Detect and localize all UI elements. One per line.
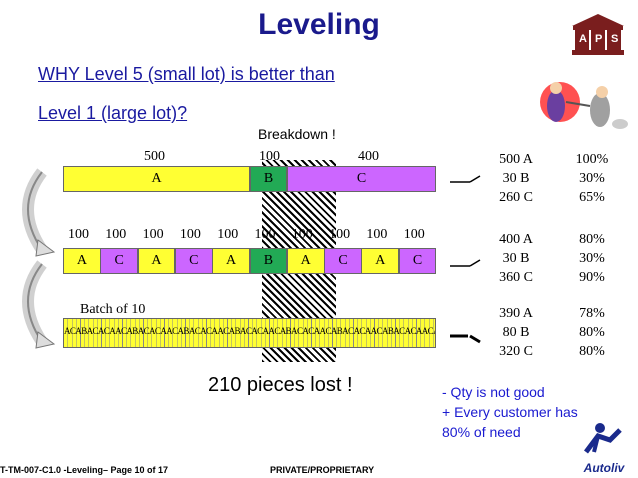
arrow-icon [450,259,481,267]
stat-quantity: 320 C [499,344,533,359]
row2-quantity: 100 [68,227,89,242]
stat-percent: 30% [579,251,605,266]
row2-segment-a: A [361,248,400,274]
stat-quantity: 80 B [502,325,530,340]
slide-title: Leveling [258,8,380,41]
row1-quantity: 400 [358,149,379,164]
stat-quantity: 390 A [499,306,533,321]
row2-segment-c: C [100,248,139,274]
stat-percent: 65% [579,190,605,205]
row2-quantity: 100 [329,227,351,242]
stat-percent: 30% [579,171,605,186]
curved-arrow-icon [22,168,56,257]
arrow-icon [450,175,481,183]
people-illustration [530,72,634,144]
stat-percent: 80% [579,325,605,340]
row1-segment-c: C [287,166,436,192]
stat-percent: 90% [579,270,605,285]
row2-quantity: 100 [366,227,388,242]
row2-quantity: 100 [254,227,276,242]
row2-quantity: 100 [142,227,164,242]
breakdown-label: Breakdown ! [258,126,336,142]
lost-pieces-label: 210 pieces lost ! [208,374,353,396]
stat-percent: 80% [579,232,605,247]
row2-quantity: 100 [291,227,313,242]
curved-arrow-icon [22,260,56,349]
row2-segment-a: A [137,248,176,274]
row2-quantity: 100 [179,227,201,242]
row2-segment-a: A [63,248,101,274]
stat-percent: 78% [579,306,605,321]
aps-logo: A P S [570,12,626,56]
logo-letter: A [579,33,587,45]
arrow-icon [450,334,481,344]
row2-quantity: 100 [403,227,425,242]
note-line: - Qty is not good [442,384,545,400]
logo-letter: S [611,33,619,45]
note-line: + Every customer has [442,404,578,420]
stat-quantity: 260 C [499,190,533,205]
row2-segment-c: C [174,248,213,274]
row2-segment-c: C [324,248,362,274]
stat-quantity: 500 A [499,152,533,167]
question-line-2: Level 1 (large lot)? [38,103,188,123]
stat-quantity: 360 C [499,270,533,285]
autoliv-logo: Autoliv [576,422,632,475]
runner-icon [584,423,622,454]
row2-segment-c: C [398,248,437,274]
row2-segment-a: A [286,248,325,274]
note-line: 80% of need [442,424,521,440]
question-line-1: WHY Level 5 (small lot) is better than [38,64,335,84]
row2-segment-a: A [212,248,250,274]
stat-percent: 80% [579,344,605,359]
logo-letter: P [595,33,603,45]
row1-quantity: 500 [144,149,165,164]
row2-quantity: 100 [217,227,239,242]
stat-quantity: 30 B [502,251,530,266]
row3-sequence: ACABACACAACABACACAACABACACAACABACACAACAB… [64,326,435,336]
building-icon [572,14,624,55]
row3-bar: ACABACACAACABACACAACABACACAACABACACAACAB… [63,318,436,348]
stat-percent: 100% [575,152,609,167]
row2-quantity: 100 [105,227,127,242]
footer-page-info: T-TM-007-C1.0 -Leveling– Page 10 of 17 [0,465,169,475]
footer-confidentiality: PRIVATE/PROPRIETARY [270,465,375,475]
row2-segment-b: B [249,248,288,274]
row1-segment-b: B [250,166,287,192]
row1-quantity: 100 [259,149,280,164]
brand-name: Autoliv [583,461,625,475]
row1-segment-a: A [63,166,250,192]
batch-label: Batch of 10 [80,302,146,317]
stat-quantity: 400 A [499,232,533,247]
stat-quantity: 30 B [502,171,530,186]
